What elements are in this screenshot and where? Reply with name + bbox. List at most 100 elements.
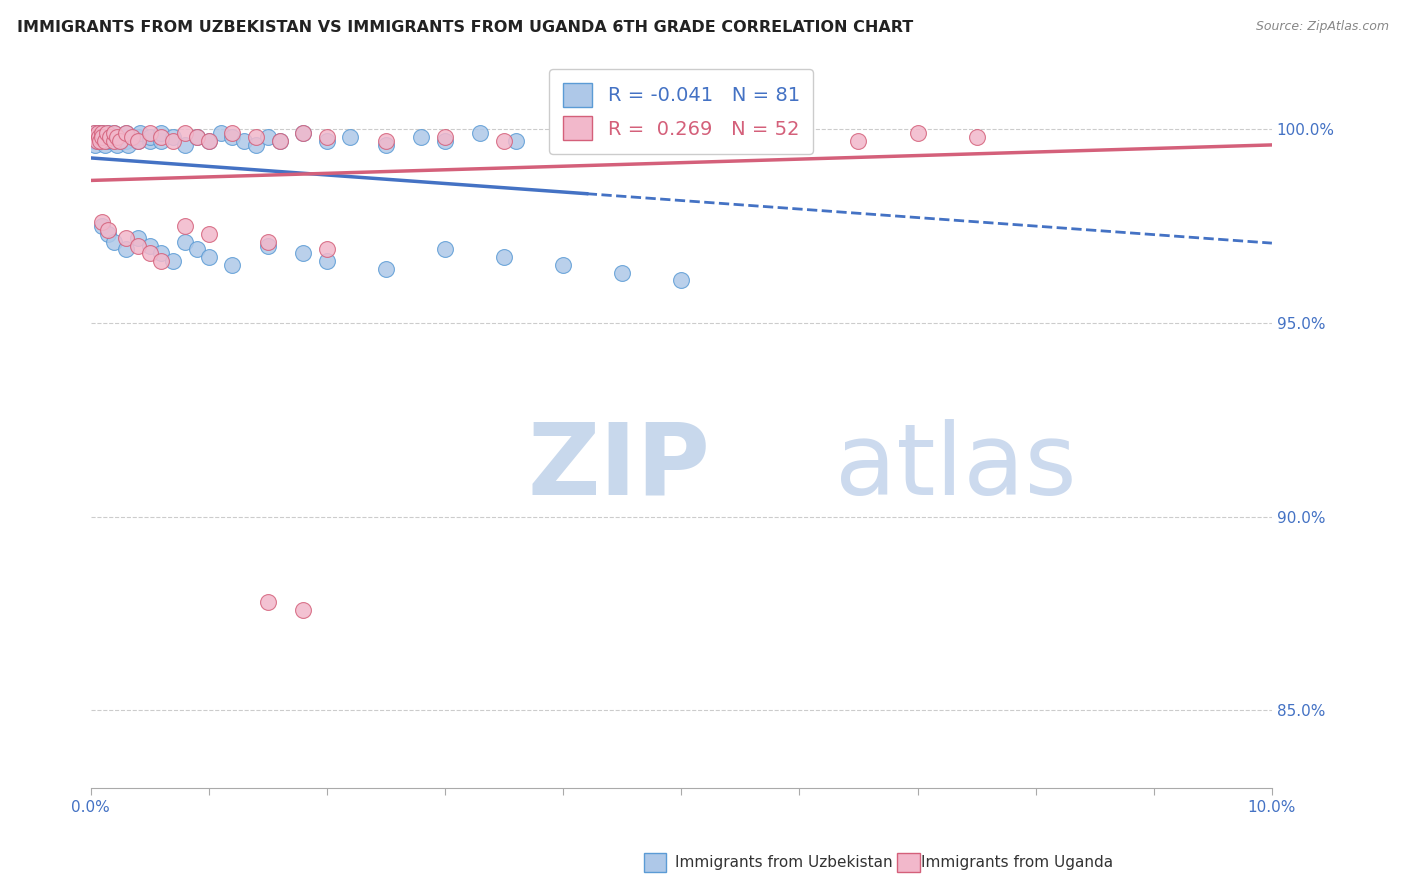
Legend: R = -0.041   N = 81, R =  0.269   N = 52: R = -0.041 N = 81, R = 0.269 N = 52	[550, 70, 813, 153]
Point	[94, 130, 117, 145]
Point	[292, 126, 315, 140]
Point	[434, 134, 457, 148]
Point	[197, 250, 219, 264]
Point	[221, 130, 243, 145]
Point	[105, 130, 128, 145]
Point	[209, 126, 232, 140]
Point	[127, 238, 149, 252]
Point	[315, 254, 337, 268]
Point	[162, 254, 184, 268]
Point	[315, 243, 337, 257]
Point	[730, 126, 752, 140]
Point	[138, 134, 160, 148]
Point	[127, 134, 149, 148]
Point	[315, 130, 337, 145]
Point	[789, 130, 811, 145]
Point	[98, 130, 121, 145]
Text: atlas: atlas	[835, 419, 1077, 516]
Point	[269, 134, 291, 148]
Point	[100, 134, 122, 148]
Point	[127, 134, 149, 148]
Point	[103, 134, 125, 148]
Point	[89, 134, 111, 148]
Point	[91, 126, 114, 140]
Point	[91, 126, 114, 140]
Point	[150, 126, 173, 140]
Point	[97, 126, 120, 140]
Point	[245, 130, 267, 145]
Point	[150, 130, 173, 145]
Point	[150, 134, 173, 148]
Point	[91, 134, 114, 148]
Point	[98, 130, 121, 145]
Point	[86, 134, 108, 148]
Point	[197, 134, 219, 148]
Point	[269, 134, 291, 148]
Point	[233, 134, 256, 148]
Point	[150, 246, 173, 260]
Point	[671, 273, 693, 287]
Point	[186, 130, 208, 145]
Point	[162, 134, 184, 148]
Point	[612, 266, 634, 280]
Point	[221, 258, 243, 272]
Point	[86, 126, 108, 140]
Point	[671, 134, 693, 148]
Point	[91, 215, 114, 229]
Point	[434, 243, 457, 257]
Point	[86, 126, 108, 140]
Point	[138, 126, 160, 140]
Point	[115, 126, 138, 140]
Point	[129, 126, 152, 140]
Point	[83, 134, 105, 148]
Point	[575, 137, 598, 152]
Point	[138, 130, 160, 145]
Point	[103, 235, 125, 249]
Point	[89, 126, 111, 140]
Point	[105, 137, 128, 152]
Point	[94, 134, 117, 148]
Point	[86, 134, 108, 148]
Point	[256, 238, 278, 252]
Point	[374, 137, 396, 152]
Point	[197, 227, 219, 241]
Point	[245, 137, 267, 152]
Point	[256, 235, 278, 249]
Point	[84, 126, 107, 140]
Point	[174, 137, 197, 152]
Point	[150, 254, 173, 268]
Point	[87, 130, 110, 145]
Point	[256, 595, 278, 609]
Point	[553, 258, 575, 272]
Text: ZIP: ZIP	[527, 419, 710, 516]
Point	[110, 134, 132, 148]
Point	[127, 130, 149, 145]
Point	[470, 126, 492, 140]
Point	[374, 134, 396, 148]
Point	[612, 134, 634, 148]
Point	[121, 130, 143, 145]
Point	[108, 134, 131, 148]
Point	[115, 130, 138, 145]
Point	[256, 130, 278, 145]
Point	[138, 246, 160, 260]
Point	[108, 130, 131, 145]
Point	[84, 130, 107, 145]
Point	[292, 246, 315, 260]
Point	[94, 137, 117, 152]
Point	[91, 130, 114, 145]
Text: Immigrants from Uzbekistan: Immigrants from Uzbekistan	[675, 855, 893, 870]
Text: Immigrants from Uganda: Immigrants from Uganda	[921, 855, 1114, 870]
Point	[97, 227, 120, 241]
Point	[86, 130, 108, 145]
Point	[103, 134, 125, 148]
Point	[494, 250, 516, 264]
Point	[374, 261, 396, 276]
Point	[115, 243, 138, 257]
Point	[91, 130, 114, 145]
Point	[90, 130, 112, 145]
Text: IMMIGRANTS FROM UZBEKISTAN VS IMMIGRANTS FROM UGANDA 6TH GRADE CORRELATION CHART: IMMIGRANTS FROM UZBEKISTAN VS IMMIGRANTS…	[17, 20, 912, 35]
Point	[115, 231, 138, 245]
Point	[96, 126, 118, 140]
Point	[174, 235, 197, 249]
